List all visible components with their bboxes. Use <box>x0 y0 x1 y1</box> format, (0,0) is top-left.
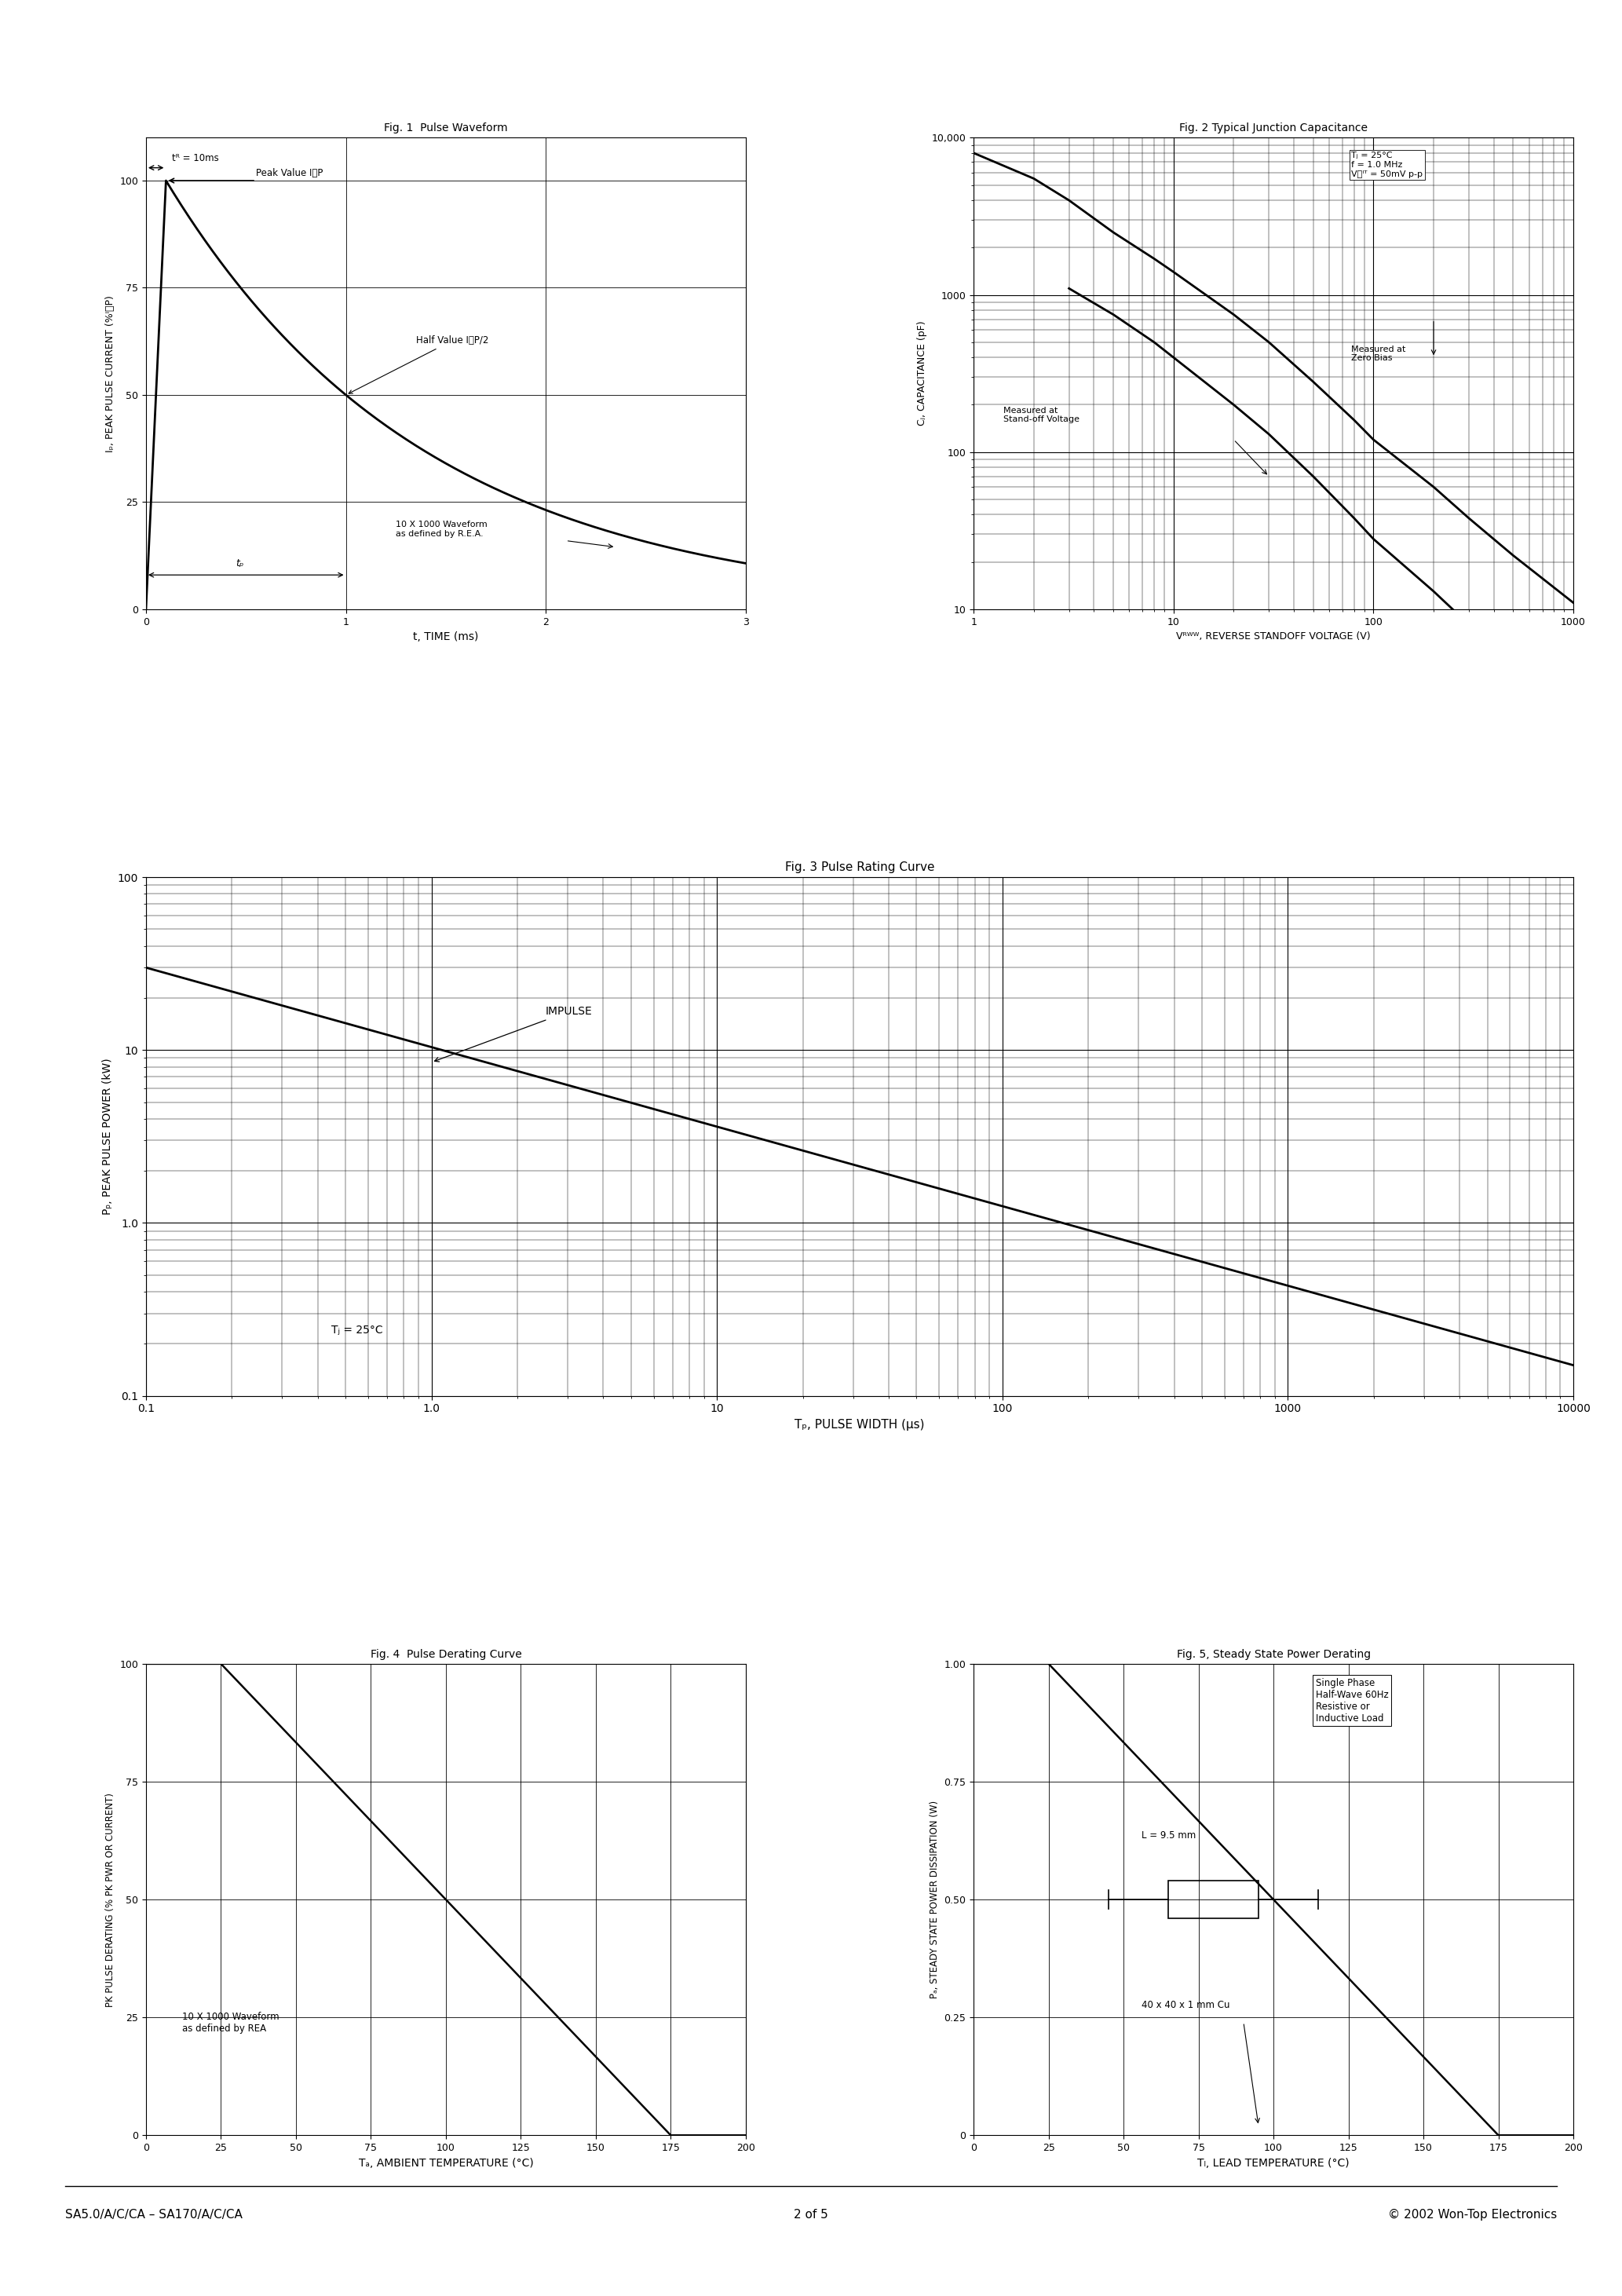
Text: Tⱼ = 25°C
f = 1.0 MHz
V₝ᴵᵀ = 50mV p-p: Tⱼ = 25°C f = 1.0 MHz V₝ᴵᵀ = 50mV p-p <box>1351 152 1422 179</box>
Text: tᴿ = 10ms: tᴿ = 10ms <box>172 154 219 163</box>
Title: Fig. 3 Pulse Rating Curve: Fig. 3 Pulse Rating Curve <box>785 861 934 872</box>
Y-axis label: Cⱼ, CAPACITANCE (pF): Cⱼ, CAPACITANCE (pF) <box>916 321 928 427</box>
X-axis label: Tₐ, AMBIENT TEMPERATURE (°C): Tₐ, AMBIENT TEMPERATURE (°C) <box>358 2158 534 2167</box>
X-axis label: Tₚ, PULSE WIDTH (μs): Tₚ, PULSE WIDTH (μs) <box>795 1419 925 1430</box>
Text: Tⱼ = 25°C: Tⱼ = 25°C <box>331 1325 383 1336</box>
Text: Peak Value I₝P: Peak Value I₝P <box>256 168 323 179</box>
Text: Measured at
Zero Bias: Measured at Zero Bias <box>1351 344 1406 363</box>
Title: Fig. 5, Steady State Power Derating: Fig. 5, Steady State Power Derating <box>1176 1649 1371 1660</box>
X-axis label: t, TIME (ms): t, TIME (ms) <box>414 631 478 643</box>
Text: Measured at
Stand-off Voltage: Measured at Stand-off Voltage <box>1004 406 1080 422</box>
Text: 10 X 1000 Waveform
as defined by REA: 10 X 1000 Waveform as defined by REA <box>182 2011 279 2034</box>
Text: IMPULSE: IMPULSE <box>435 1006 592 1061</box>
Y-axis label: PK PULSE DERATING (% PK PWR OR CURRENT): PK PULSE DERATING (% PK PWR OR CURRENT) <box>105 1793 115 2007</box>
Text: 10 X 1000 Waveform
as defined by R.E.A.: 10 X 1000 Waveform as defined by R.E.A. <box>396 521 488 537</box>
Title: Fig. 4  Pulse Derating Curve: Fig. 4 Pulse Derating Curve <box>370 1649 522 1660</box>
Title: Fig. 1  Pulse Waveform: Fig. 1 Pulse Waveform <box>384 122 508 133</box>
Title: Fig. 2 Typical Junction Capacitance: Fig. 2 Typical Junction Capacitance <box>1179 122 1367 133</box>
Y-axis label: Pₚ, PEAK PULSE POWER (kW): Pₚ, PEAK PULSE POWER (kW) <box>102 1058 114 1215</box>
Text: Single Phase
Half-Wave 60Hz
Resistive or
Inductive Load: Single Phase Half-Wave 60Hz Resistive or… <box>1315 1678 1388 1724</box>
Text: L = 9.5 mm: L = 9.5 mm <box>1142 1830 1195 1841</box>
Text: tₚ: tₚ <box>235 558 243 569</box>
Text: © 2002 Won-Top Electronics: © 2002 Won-Top Electronics <box>1388 2209 1557 2220</box>
Text: 40 x 40 x 1 mm Cu: 40 x 40 x 1 mm Cu <box>1142 2000 1229 2011</box>
X-axis label: Vᴿᵂᵂ, REVERSE STANDOFF VOLTAGE (V): Vᴿᵂᵂ, REVERSE STANDOFF VOLTAGE (V) <box>1176 631 1371 641</box>
Text: 2 of 5: 2 of 5 <box>793 2209 829 2220</box>
Text: SA5.0/A/C/CA – SA170/A/C/CA: SA5.0/A/C/CA – SA170/A/C/CA <box>65 2209 242 2220</box>
X-axis label: Tₗ, LEAD TEMPERATURE (°C): Tₗ, LEAD TEMPERATURE (°C) <box>1197 2158 1350 2167</box>
Y-axis label: Iₚ, PEAK PULSE CURRENT (%ᴵ₝P): Iₚ, PEAK PULSE CURRENT (%ᴵ₝P) <box>105 294 115 452</box>
Y-axis label: Pₐ, STEADY STATE POWER DISSIPATION (W): Pₐ, STEADY STATE POWER DISSIPATION (W) <box>929 1800 939 1998</box>
Text: Half Value I₝P/2: Half Value I₝P/2 <box>349 335 488 393</box>
